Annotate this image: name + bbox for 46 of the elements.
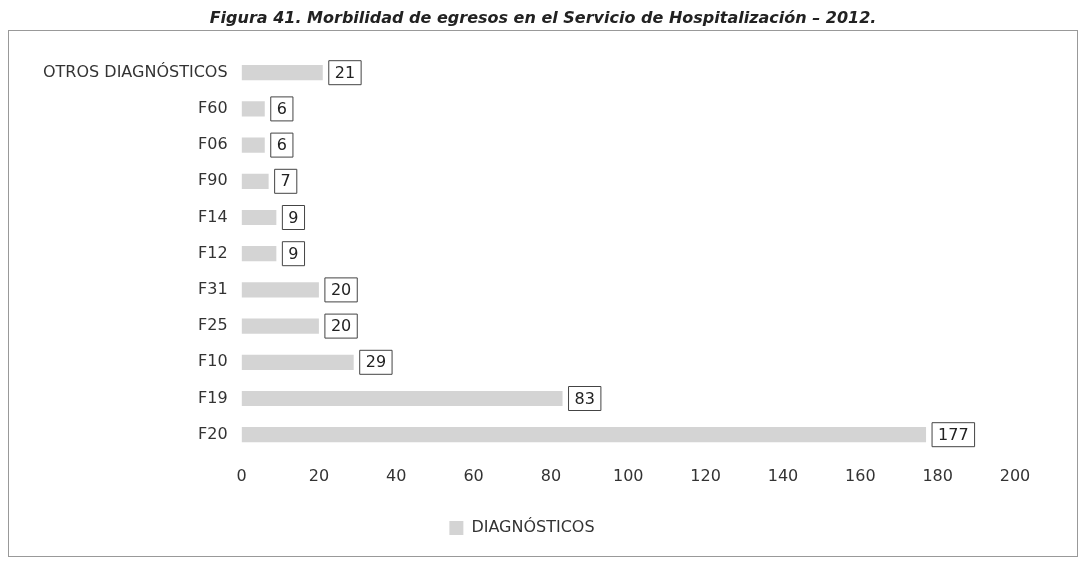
data-label: 6 [276,135,287,155]
x-tick-label: 180 [922,465,953,485]
y-tick-label: F19 [197,387,228,407]
x-tick-label: 140 [767,465,799,485]
x-tick-label: 160 [845,465,876,485]
x-tick-label: 100 [613,465,644,485]
y-tick-label: F14 [197,206,228,226]
bar [241,390,563,407]
x-tick-label: 200 [999,465,1031,485]
x-tick-label: 80 [540,465,562,485]
bar [241,354,354,370]
y-tick-label: F31 [197,279,228,299]
data-label: 177 [938,424,969,444]
y-tick-label: F90 [197,170,228,190]
data-label: 9 [288,207,299,227]
data-label: 20 [330,280,352,300]
data-label: 9 [288,243,299,263]
y-tick-label: F12 [197,242,228,262]
bar [241,318,319,334]
data-label: 83 [574,388,595,408]
chart-title: Figura 41. Morbilidad de egresos en el Servicio de Hospitalización – 2012. [208,8,878,29]
x-tick-label: 60 [463,465,484,485]
legend-label: DIAGNÓSTICOS [471,517,595,537]
bar [241,282,319,298]
y-tick-label: F10 [197,351,228,371]
x-tick-label: 120 [690,465,721,485]
y-tick-label: F60 [197,98,228,118]
bar [241,101,265,117]
bar [241,246,277,262]
bar [241,65,323,81]
x-tick-label: 0 [236,465,247,485]
y-tick-label: F20 [197,423,228,443]
y-tick-label: F06 [197,134,228,154]
data-label: 7 [280,171,291,191]
data-label: 6 [276,99,287,119]
y-tick-label: F25 [197,315,228,335]
y-tick-label: OTROS DIAGNÓSTICOS [42,61,228,81]
bar [241,427,927,443]
bar [241,209,277,226]
bar [241,173,269,189]
data-label: 21 [334,62,356,82]
bar [241,137,265,153]
x-tick-label: 20 [308,465,330,485]
data-label: 29 [365,352,387,372]
data-label: 20 [330,316,352,336]
x-tick-label: 40 [386,465,407,485]
